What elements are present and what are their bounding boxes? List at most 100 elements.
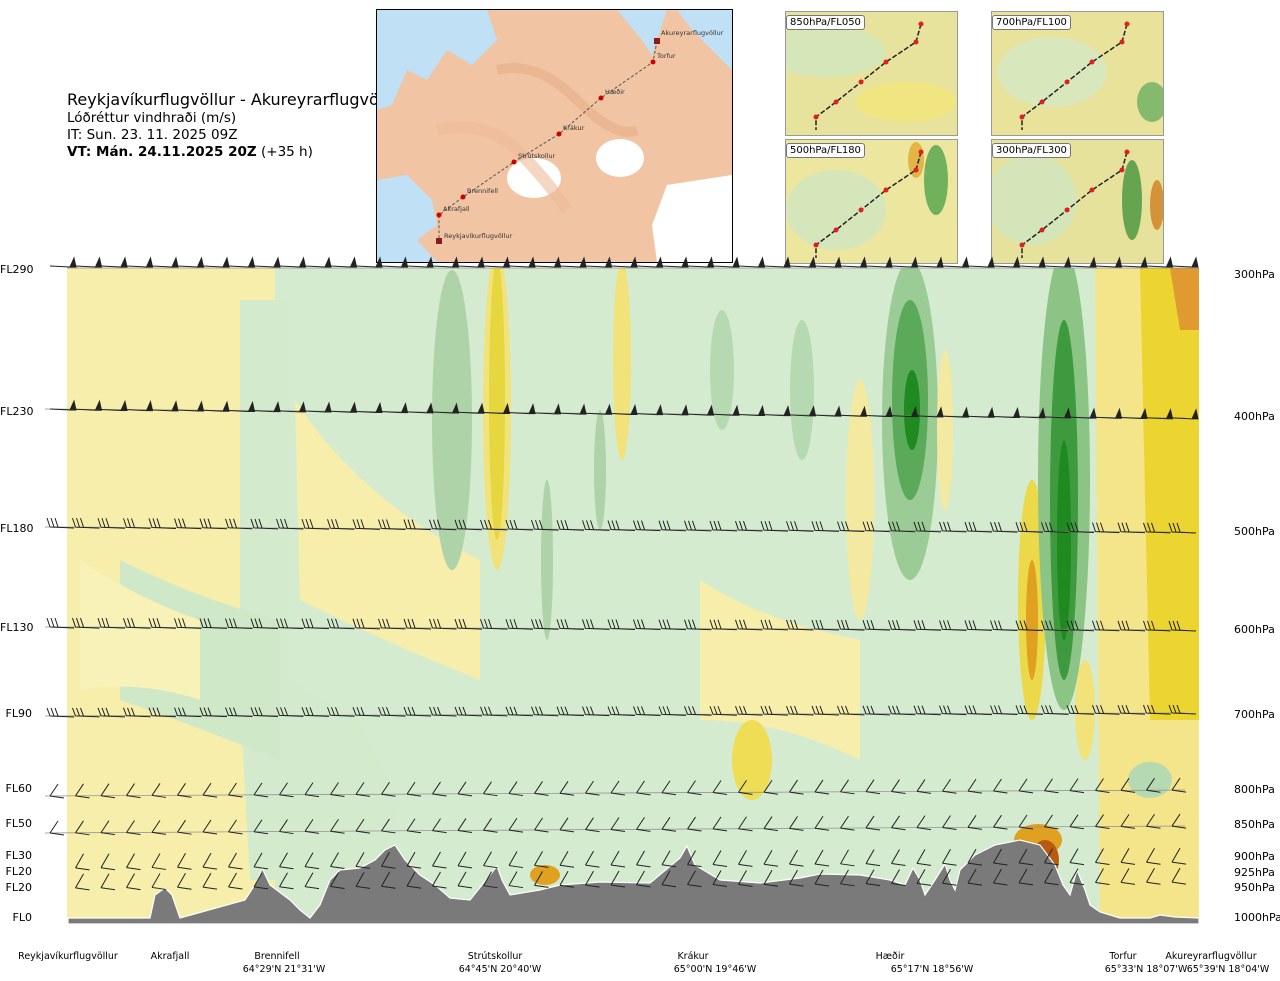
wind-barb [355,818,371,834]
wind-barb [786,705,814,716]
wind-barb [327,707,355,717]
wind-barb [840,405,868,417]
wind-barb [508,781,524,797]
wind-barb [253,819,269,835]
wind-barb [585,850,600,868]
wind-barb [1044,868,1059,886]
wind-barb [840,869,855,887]
wind-barb [942,815,957,830]
wind-barb [100,820,116,836]
route-waypoints [436,38,660,244]
wind-barb [942,778,957,794]
wind-barb [865,256,893,268]
wind-barb [304,819,320,834]
wind-barb [508,817,524,833]
wind-barb [100,783,116,799]
wind-barb [304,256,332,268]
level-map-850-graphic [786,12,957,135]
wind-barb [636,256,664,268]
fl-label-3: FL130 [0,621,34,634]
wind-barb [250,618,279,630]
wind-barb [381,851,396,869]
wind-barb [352,618,381,630]
wind-barb [1095,778,1110,793]
map-label-brennifell: Brennifell [467,187,498,195]
wind-barb [582,706,610,717]
wind-barb [1146,256,1174,268]
wind-barb [1146,408,1174,420]
map-label-torfur: Torfur [656,52,676,60]
wind-barb [582,520,610,531]
wind-barb [432,851,447,869]
wind-barb [174,707,202,718]
location-coord-6: 65°33'N 18°07'W [1104,964,1188,975]
wind-barb [1069,778,1085,794]
wind-barb [760,520,789,532]
wind-barb [148,618,177,629]
wind-barb [712,870,728,887]
level-map-300-label: 300hPa/FL300 [992,143,1071,158]
wind-barb [483,851,498,869]
wind-barb [658,706,687,716]
wind-barb [253,256,281,268]
wind-barb [1095,868,1110,885]
fl-label-7: FL30 [5,849,32,862]
wind-barb [993,868,1008,886]
wind-barb [891,849,906,867]
wind-barb [582,619,610,630]
wind-barb [1015,620,1044,632]
fl-label-1: FL230 [0,405,34,418]
wind-barb [735,520,763,532]
fl-label-4: FL90 [5,707,32,720]
wind-barb [837,521,865,532]
pressure-label-9: 950hPa [1234,881,1275,894]
wind-barb [913,705,942,716]
pressure-label-1: 400hPa [1234,410,1275,423]
wind-barb [151,820,167,835]
wind-barb [967,778,983,794]
pressure-label-0: 300hPa [1234,268,1275,281]
level-map-850-label: 850hPa/FL050 [786,15,865,30]
wind-barb [276,518,304,530]
wind-barb [865,779,881,795]
location-label-3: Strútskollur [467,951,523,962]
wind-barb [97,518,126,529]
wind-barb [990,705,1018,716]
wind-barb [760,619,789,631]
pressure-label-3: 600hPa [1234,623,1275,636]
wind-barb [355,401,383,413]
wind-barb [1143,522,1171,534]
fl-label-2: FL180 [0,522,34,535]
wind-barb [1044,814,1059,830]
wind-barb [636,870,651,888]
wind-barb [508,403,536,415]
wind-barb [636,780,651,796]
wind-barb [483,402,511,414]
wind-barb [1066,522,1095,533]
wind-barb [942,406,970,418]
wind-barb [177,256,205,268]
wind-barb [148,518,177,529]
level-map-850: 850hPa/FL050 [785,11,958,136]
wind-barb [432,818,447,834]
wind-barb [712,780,728,795]
wind-barb [454,519,483,531]
wind-barb [1120,868,1136,885]
wind-barb [279,852,294,870]
wind-barb [1117,620,1146,632]
wind-barb [49,256,77,268]
wind-barb [531,519,559,531]
wind-barb [250,707,279,717]
wind-barb [789,816,804,831]
wind-barb [253,401,281,413]
wind-barb [661,850,677,868]
wind-barb [964,620,993,631]
wind-barb [1015,522,1044,533]
wind-barb [585,256,613,268]
wind-barb [301,618,330,630]
wind-barb [1120,256,1148,268]
wind-barb [49,399,77,411]
wind-barb [763,816,779,832]
wind-barb [429,519,457,531]
